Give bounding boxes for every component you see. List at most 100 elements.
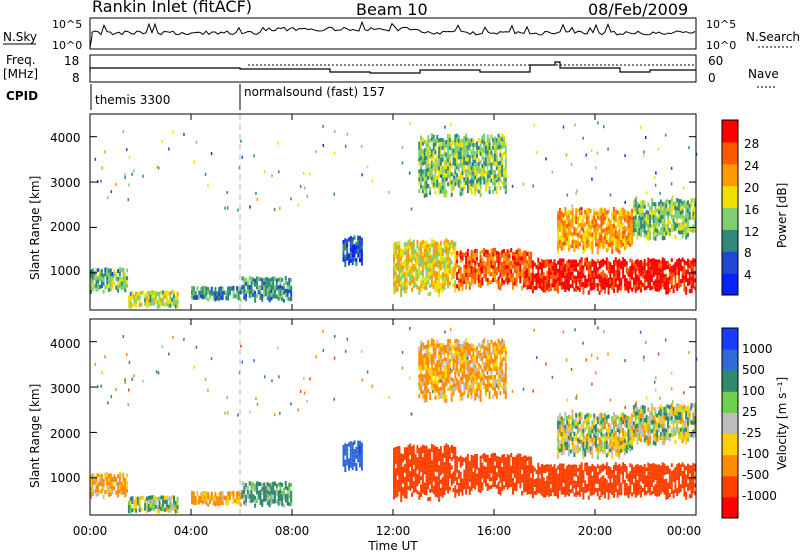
echo-cell — [542, 493, 545, 498]
echo-cell — [659, 482, 662, 487]
echo-cell — [638, 211, 641, 216]
echo-cell — [573, 231, 576, 236]
echo-cell — [470, 486, 473, 491]
echo-cell — [243, 497, 246, 501]
echo-cell — [645, 285, 648, 290]
echo-cell — [457, 487, 460, 492]
echo-cell — [485, 183, 487, 188]
echo-cell — [613, 264, 615, 269]
echo-cell — [577, 479, 579, 484]
echo-cell — [674, 266, 677, 271]
echo-cell — [625, 474, 628, 479]
echo-cell — [432, 272, 435, 277]
echo-cell — [674, 467, 677, 472]
echo-cell — [261, 491, 264, 496]
echo-cell — [512, 251, 514, 256]
echo-cell — [631, 236, 634, 241]
echo-cell — [396, 279, 399, 284]
echo-cell — [531, 289, 534, 294]
scatter-echo — [334, 129, 336, 133]
echo-cell — [607, 290, 610, 295]
echo-cell — [652, 218, 655, 223]
echo-cell — [593, 224, 596, 229]
echo-cell — [575, 485, 578, 489]
echo-cell — [403, 271, 406, 277]
echo-cell — [111, 476, 114, 482]
echo-cell — [667, 486, 670, 491]
echo-cell — [468, 490, 471, 495]
echo-cell — [351, 257, 354, 262]
echo-cell — [494, 161, 496, 166]
echo-cell — [598, 232, 601, 237]
echo-cell — [656, 263, 659, 268]
echo-cell — [416, 285, 419, 290]
echo-cell — [670, 227, 673, 233]
echo-cell — [567, 423, 570, 428]
echo-cell — [643, 262, 646, 267]
echo-cell — [439, 454, 442, 459]
echo-cell — [421, 256, 424, 261]
echo-cell — [472, 275, 475, 280]
echo-cell — [613, 481, 615, 486]
echo-cell — [524, 479, 527, 484]
echo-cell — [522, 258, 525, 263]
echo-cell — [650, 483, 653, 487]
echo-cell — [393, 278, 395, 283]
echo-cell — [450, 192, 453, 197]
echo-cell — [457, 139, 460, 144]
echo-cell — [544, 485, 547, 490]
echo-cell — [234, 499, 237, 503]
echo-cell — [631, 464, 634, 469]
echo-cell — [425, 156, 428, 161]
echo-cell — [476, 260, 478, 265]
echo-cell — [418, 463, 421, 468]
echo-cell — [416, 457, 419, 462]
echo-cell — [622, 211, 625, 216]
echo-cell — [582, 437, 585, 442]
echo-cell — [546, 483, 549, 488]
scatter-echo — [655, 171, 657, 175]
echo-cell — [694, 227, 697, 232]
echo-cell — [530, 477, 533, 482]
echo-cell — [423, 261, 426, 266]
echo-cell — [266, 284, 269, 289]
echo-cell — [192, 500, 195, 505]
echo-cell — [434, 178, 437, 183]
echo-cell — [668, 267, 671, 272]
echo-cell — [290, 293, 293, 298]
echo-cell — [470, 261, 473, 266]
echo-cell — [602, 270, 605, 275]
echo-cell — [353, 453, 356, 458]
echo-cell — [503, 260, 505, 265]
echo-cell — [360, 257, 363, 262]
echo-cell — [149, 290, 152, 295]
echo-cell — [549, 464, 552, 469]
echo-cell — [461, 457, 464, 462]
echo-cell — [681, 270, 684, 275]
echo-cell — [441, 157, 444, 162]
echo-cell — [510, 452, 513, 458]
echo-cell — [353, 457, 356, 463]
echo-cell — [604, 232, 606, 236]
echo-cell — [479, 160, 482, 165]
echo-cell — [614, 274, 617, 279]
echo-cell — [501, 157, 504, 162]
echo-cell — [434, 475, 437, 480]
echo-cell — [560, 486, 563, 491]
echo-cell — [432, 162, 435, 167]
echo-cell — [501, 253, 504, 258]
echo-cell — [564, 228, 567, 233]
echo-cell — [526, 277, 529, 282]
echo-cell — [454, 263, 457, 268]
echo-cell — [495, 166, 498, 171]
echo-cell — [492, 452, 495, 458]
echo-cell — [434, 254, 437, 259]
echo-cell — [136, 291, 139, 296]
echo-cell — [156, 505, 159, 510]
echo-cell — [530, 276, 533, 281]
echo-cell — [441, 256, 444, 261]
echo-cell — [577, 421, 579, 426]
echo-cell — [163, 499, 166, 504]
echo-cell — [147, 302, 150, 307]
echo-cell — [425, 240, 428, 245]
